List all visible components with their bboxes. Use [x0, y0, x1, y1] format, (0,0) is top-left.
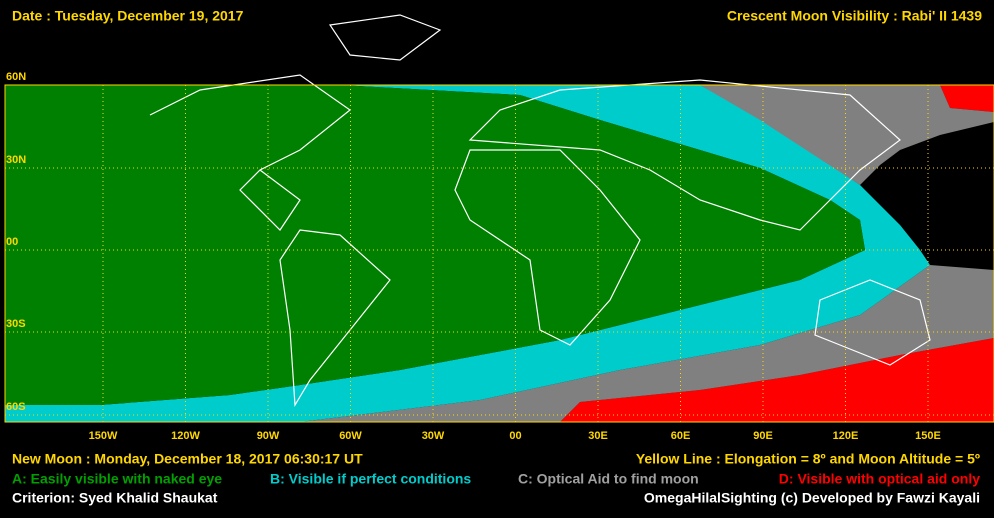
new-moon: New Moon : Monday, December 18, 2017 06:… [12, 451, 363, 467]
lon-label: 60W [339, 430, 362, 442]
lon-label: 150W [89, 430, 118, 442]
lat-label: 60S [6, 401, 26, 413]
lon-label: 30W [422, 430, 445, 442]
north-america [149, 74, 352, 231]
australia [814, 279, 931, 366]
map-frame [4, 84, 994, 423]
africa [454, 149, 641, 346]
criterion: Criterion: Syed Khalid Shaukat [12, 490, 218, 506]
lon-label: 00 [509, 430, 521, 442]
date: Date : Tuesday, December 19, 2017 [12, 8, 244, 24]
lon-label: 90E [753, 430, 773, 442]
legend-a: A: Easily visible with naked eye [12, 471, 222, 487]
lon-label: 150E [915, 430, 941, 442]
grid [5, 84, 994, 422]
lon-label: 30E [588, 430, 608, 442]
lat-label: 30S [6, 318, 26, 330]
yellow-line: Yellow Line : Elongation = 8º and Moon A… [636, 451, 980, 467]
zone-d [560, 338, 994, 422]
lon-label: 120E [833, 430, 859, 442]
zone-d [940, 85, 994, 112]
lat-label: 30N [6, 154, 26, 166]
lon-label: 120W [171, 430, 200, 442]
zone-a [5, 85, 865, 405]
lat-label: 00 [6, 236, 18, 248]
zone-c [300, 265, 994, 422]
lon-label: 60E [671, 430, 691, 442]
south-america [279, 229, 391, 407]
legend-d: D: Visible with optical aid only [779, 471, 980, 487]
zone-c [700, 85, 994, 185]
lon-label: 90W [257, 430, 280, 442]
title: Crescent Moon Visibility : Rabi' II 1439 [727, 8, 982, 24]
credit: OmegaHilalSighting (c) Developed by Fawz… [644, 490, 980, 506]
legend-c: C: Optical Aid to find moon [518, 471, 699, 487]
zone-b [5, 85, 930, 422]
lat-label: 60N [6, 71, 26, 83]
legend-b: B: Visible if perfect conditions [270, 471, 471, 487]
greenland [328, 14, 442, 61]
